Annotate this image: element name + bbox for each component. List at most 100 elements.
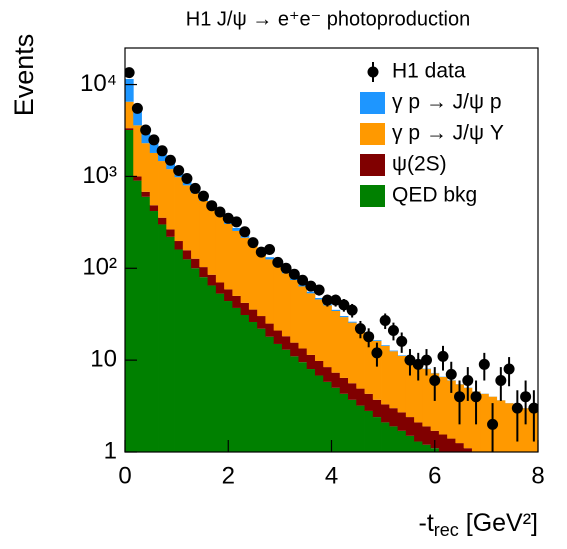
- hist-bar: [141, 143, 151, 192]
- hist-bar: [174, 249, 184, 452]
- hist-bar: [248, 309, 258, 323]
- hist-bar: [306, 293, 316, 355]
- data-point: [280, 262, 292, 274]
- hist-bar: [306, 291, 316, 294]
- data-point: [305, 280, 317, 292]
- hist-bar: [323, 381, 332, 452]
- hist-bar: [182, 250, 192, 260]
- data-point: [206, 200, 218, 212]
- data-point: [429, 375, 441, 387]
- hist-bar: [472, 454, 481, 472]
- hist-bar: [133, 125, 142, 177]
- hist-bar: [464, 466, 473, 502]
- hist-bar: [290, 280, 299, 343]
- data-point: [412, 358, 424, 370]
- hist-bar: [125, 130, 134, 452]
- hist-bar: [281, 273, 291, 337]
- data-point: [247, 237, 259, 249]
- data-point: [181, 172, 193, 184]
- data-point: [420, 354, 432, 366]
- data-point: [437, 350, 449, 362]
- hist-bar: [422, 426, 432, 445]
- hist-bar: [521, 480, 530, 500]
- hist-bar: [496, 400, 506, 452]
- hist-bar: [248, 245, 258, 310]
- hist-bar: [215, 282, 225, 294]
- hist-bar: [339, 393, 349, 452]
- data-point: [164, 154, 176, 166]
- x-tick-label: 4: [325, 462, 338, 489]
- legend-swatch: [360, 92, 385, 114]
- hist-bar: [397, 355, 407, 356]
- hist-bar: [455, 461, 464, 502]
- legend-label: γ p → J/ψ p: [392, 91, 502, 114]
- axes: 0 2 4 6 8 1 10 10² 10³ 10⁴: [80, 47, 545, 489]
- hist-bar: [422, 444, 432, 452]
- hist-bar: [463, 448, 473, 452]
- hist-bar: [414, 441, 423, 452]
- data-point: [131, 102, 143, 114]
- data-point: [478, 358, 490, 370]
- hist-bar: [339, 377, 349, 394]
- hist-bar: [141, 191, 151, 197]
- hist-bar: [323, 305, 332, 368]
- hist-bar: [207, 208, 217, 275]
- data-point: [363, 331, 375, 343]
- data-point: [462, 375, 474, 387]
- x-label-part: -t: [419, 509, 434, 537]
- hist-bar: [265, 259, 275, 324]
- hist-bar: [306, 354, 316, 370]
- hist-bar: [480, 480, 489, 502]
- hist-bar: [397, 412, 407, 431]
- legend-label: H1 data: [392, 60, 466, 83]
- data-point: [173, 164, 185, 176]
- hist-bar: [414, 422, 423, 442]
- x-tick-label: 2: [222, 462, 235, 489]
- x-tick-label: 0: [118, 462, 131, 489]
- hist-bar: [133, 108, 142, 126]
- hist-bar: [166, 236, 175, 452]
- data-point: [330, 294, 342, 306]
- legend: H1 data γ p → J/ψ p γ p → J/ψ Y ψ(2S) QED bk…: [360, 60, 504, 207]
- hist-bar: [232, 230, 242, 296]
- hist-bar: [331, 310, 341, 373]
- x-label-sub: rec: [434, 520, 459, 540]
- hist-bar: [273, 330, 283, 344]
- data-point: [396, 335, 408, 347]
- hist-bar: [356, 388, 365, 406]
- hist-bar: [240, 302, 250, 316]
- hist-bar: [397, 355, 407, 413]
- data-point: [528, 402, 538, 414]
- hist-bar: [447, 380, 456, 439]
- data-point: [338, 299, 350, 311]
- hist-bar: [513, 480, 522, 500]
- hist-bar: [133, 176, 142, 181]
- hist-bar: [405, 360, 415, 418]
- hist-bar: [125, 78, 134, 102]
- hist-bar: [455, 443, 465, 452]
- hist-bar: [224, 301, 233, 452]
- hist-bar: [331, 372, 341, 388]
- hist-bar: [356, 328, 365, 389]
- hist-bar: [232, 227, 242, 231]
- y-tick-label: 10: [90, 345, 117, 372]
- hist-bar: [381, 404, 390, 423]
- hist-bar: [215, 216, 225, 283]
- hist-bar: [149, 152, 159, 206]
- hist-bar: [472, 472, 481, 502]
- data-point: [495, 375, 507, 387]
- hist-bar: [488, 461, 497, 480]
- hist-bar: [348, 321, 357, 323]
- data-point: [354, 323, 366, 335]
- hist-bar: [381, 345, 390, 405]
- hist-bar: [224, 289, 233, 302]
- hist-bar: [158, 151, 167, 162]
- hist-bar: [521, 500, 530, 502]
- data-point: [520, 391, 532, 403]
- data-point: [404, 354, 416, 366]
- hist-bar: [174, 241, 184, 250]
- hist-bar: [158, 217, 167, 225]
- data-point: [321, 294, 333, 306]
- hist-bar: [281, 336, 291, 350]
